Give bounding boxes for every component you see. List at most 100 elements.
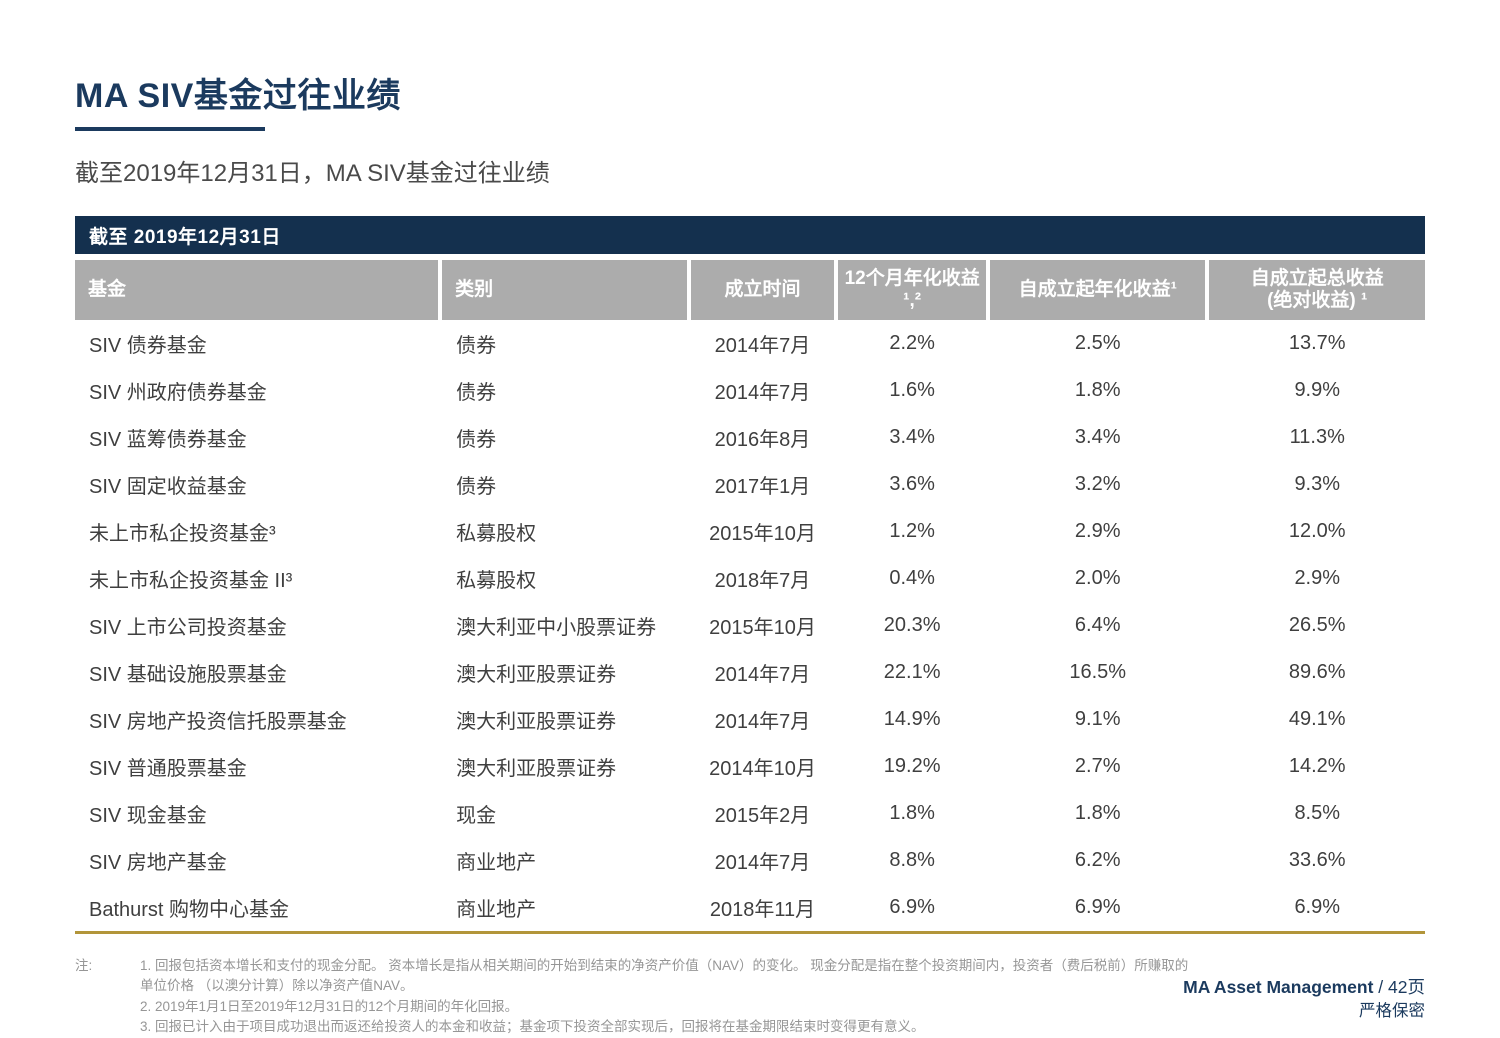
fund-name-cell: SIV 房地产投资信托股票基金 (89, 711, 347, 733)
table-row: SIV 基础设施股票基金 澳大利亚股票证券 2014年7月 22.1% 16.5% 89.… (75, 649, 1425, 696)
table-cell: 13.7% (1288, 332, 1346, 354)
table-cell: 1.6% (889, 379, 935, 401)
column-header-annualized-since-inception: 自成立起年化收益¹ (989, 260, 1206, 320)
fund-name-cell: SIV 固定收益基金 (89, 476, 247, 498)
table-cell: 3.6% (889, 473, 935, 495)
table-cell: 9.3% (1294, 473, 1341, 495)
column-header-fund: 基金 (75, 260, 439, 320)
table-cell: 14.2% (1288, 755, 1346, 777)
table-cell: 2014年7月 (714, 335, 811, 357)
page-subtitle: 截至2019年12月31日，MA SIV基金过往业绩 (75, 160, 550, 187)
table-cell: 20.3% (883, 614, 941, 636)
table-banner: 截至 2019年12月31日 (75, 216, 1425, 254)
table-cell: 私募股权 (456, 570, 537, 592)
table-cell: 9.9% (1294, 379, 1341, 401)
table-cell: 16.5% (1069, 661, 1127, 683)
table-cell: 债券 (456, 382, 497, 404)
table-cell: 商业地产 (456, 899, 537, 921)
fund-name-cell: Bathurst 购物中心基金 (89, 899, 290, 921)
table-row: 未上市私企投资基金³ 私募股权 2015年10月 1.2% 2.9% 12.0% (75, 508, 1425, 555)
title-underline (75, 127, 265, 131)
table-cell: 2017年1月 (714, 476, 811, 498)
table-row: SIV 房地产投资信托股票基金 澳大利亚股票证券 2014年7月 14.9% 9.1% 4… (75, 696, 1425, 743)
table-cell: 1.8% (889, 802, 935, 824)
table-cell: 2.0% (1074, 567, 1121, 589)
footer-brand-line: MA Asset Management / 42页 (1183, 976, 1425, 1000)
footnote-3: 3. 回报已计入由于项目成功退出而返还给投资人的本金和收益；基金项下投资全部实现… (140, 1018, 925, 1034)
fund-name-cell: SIV 债券基金 (89, 335, 207, 357)
table-cell: 3.4% (1074, 426, 1121, 448)
fund-name-cell: SIV 基础设施股票基金 (89, 664, 287, 686)
page-footer: MA Asset Management / 42页 严格保密 (1183, 976, 1425, 1022)
slide-content: MA SIV基金过往业绩 截至2019年12月31日，MA SIV基金过往业绩 … (75, 0, 1425, 1037)
table-row: SIV 现金基金 现金 2015年2月 1.8% 1.8% 8.5% (75, 790, 1425, 837)
table-cell: 33.6% (1288, 849, 1346, 871)
column-header-inception: 成立时间 (690, 260, 835, 320)
table-cell: 2015年2月 (714, 805, 811, 827)
table-cell: 8.8% (889, 849, 935, 871)
table-cell: 2014年10月 (709, 758, 816, 780)
table-cell: 2.9% (1294, 567, 1341, 589)
table-cell: 2.5% (1074, 332, 1121, 354)
performance-table: 截至 2019年12月31日 基金 类别 成立时间 12个月年化收益¹,² 自成… (75, 216, 1425, 934)
table-row: SIV 蓝筹债券基金 债券 2016年8月 3.4% 3.4% 11.3% (75, 414, 1425, 461)
footer-confidential: 严格保密 (1359, 1001, 1425, 1020)
table-cell: 12.0% (1288, 520, 1346, 542)
table-row: SIV 上市公司投资基金 澳大利亚中小股票证券 2015年10月 20.3% 6.4% 2… (75, 602, 1425, 649)
column-header-12m-return: 12个月年化收益¹,² (838, 260, 986, 320)
table-cell: 1.8% (1074, 802, 1121, 824)
table-cell: 11.3% (1289, 426, 1345, 448)
table-cell: 2014年7月 (714, 382, 811, 404)
table-row: SIV 固定收益基金 债券 2017年1月 3.6% 3.2% 9.3% (75, 461, 1425, 508)
table-cell: 2018年7月 (714, 570, 811, 592)
table-body: SIV 债券基金 债券 2014年7月 2.2% 2.5% 13.7% SIV 州政府债券基… (75, 320, 1425, 931)
table-row: Bathurst 购物中心基金 商业地产 2018年11月 6.9% 6.9% 6.9% (75, 884, 1425, 931)
table-cell: 澳大利亚股票证券 (456, 758, 617, 780)
table-bottom-rule (75, 931, 1425, 934)
table-cell: 2015年10月 (709, 617, 816, 639)
table-cell: 澳大利亚股票证券 (456, 664, 617, 686)
table-cell: 6.9% (1294, 896, 1341, 918)
table-row: SIV 普通股票基金 澳大利亚股票证券 2014年10月 19.2% 2.7% 14.2% (75, 743, 1425, 790)
footer-brand: MA Asset Management (1183, 977, 1374, 997)
table-row: SIV 州政府债券基金 债券 2014年7月 1.6% 1.8% 9.9% (75, 367, 1425, 414)
table-header-row: 基金 类别 成立时间 12个月年化收益¹,² 自成立起年化收益¹ 自成立起总收益… (75, 260, 1425, 320)
table-row: 未上市私企投资基金 II³ 私募股权 2018年7月 0.4% 2.0% 2.9% (75, 555, 1425, 602)
footnotes-list: 1. 回报包括资本增长和支付的现金分配。 资本增长是指从相关期间的开始到结束的净… (140, 956, 1188, 1037)
table-cell: 3.2% (1074, 473, 1121, 495)
table-cell: 2014年7月 (714, 852, 811, 874)
table-cell: 2.2% (889, 332, 935, 354)
table-cell: 14.9% (883, 708, 941, 730)
fund-name-cell: 未上市私企投资基金³ (89, 523, 276, 545)
table-cell: 现金 (456, 805, 497, 827)
table-cell: 2014年7月 (714, 664, 811, 686)
table-cell: 2018年11月 (709, 899, 816, 921)
table-cell: 0.4% (889, 567, 935, 589)
table-cell: 6.4% (1074, 614, 1121, 636)
table-cell: 商业地产 (456, 852, 537, 874)
table-cell: 1.8% (1074, 379, 1121, 401)
table-cell: 19.2% (883, 755, 941, 777)
column-header-category: 类别 (442, 260, 687, 320)
table-cell: 澳大利亚股票证券 (456, 711, 617, 733)
column-header-total-since-inception: 自成立起总收益 (绝对收益) ¹ (1209, 260, 1425, 320)
page-title: MA SIV基金过往业绩 (75, 77, 401, 115)
fund-name-cell: 未上市私企投资基金 II³ (89, 570, 293, 592)
table-cell: 2014年7月 (714, 711, 811, 733)
table-cell: 2.7% (1074, 755, 1121, 777)
fund-name-cell: SIV 上市公司投资基金 (89, 617, 287, 639)
table-cell: 26.5% (1288, 614, 1346, 636)
table-cell: 6.9% (1074, 896, 1121, 918)
table-cell: 1.2% (889, 520, 935, 542)
table-cell: 49.1% (1288, 708, 1346, 730)
table-cell: 2.9% (1074, 520, 1121, 542)
table-cell: 债券 (456, 476, 497, 498)
fund-name-cell: SIV 房地产基金 (89, 852, 227, 874)
table-row: SIV 房地产基金 商业地产 2014年7月 8.8% 6.2% 33.6% (75, 837, 1425, 884)
table-cell: 22.1% (883, 661, 941, 683)
fund-name-cell: SIV 普通股票基金 (89, 758, 247, 780)
fund-name-cell: SIV 蓝筹债券基金 (89, 429, 247, 451)
table-cell: 债券 (456, 429, 497, 451)
table-cell: 8.5% (1294, 802, 1341, 824)
footnotes: 注: 1. 回报包括资本增长和支付的现金分配。 资本增长是指从相关期间的开始到结… (75, 956, 1425, 1037)
